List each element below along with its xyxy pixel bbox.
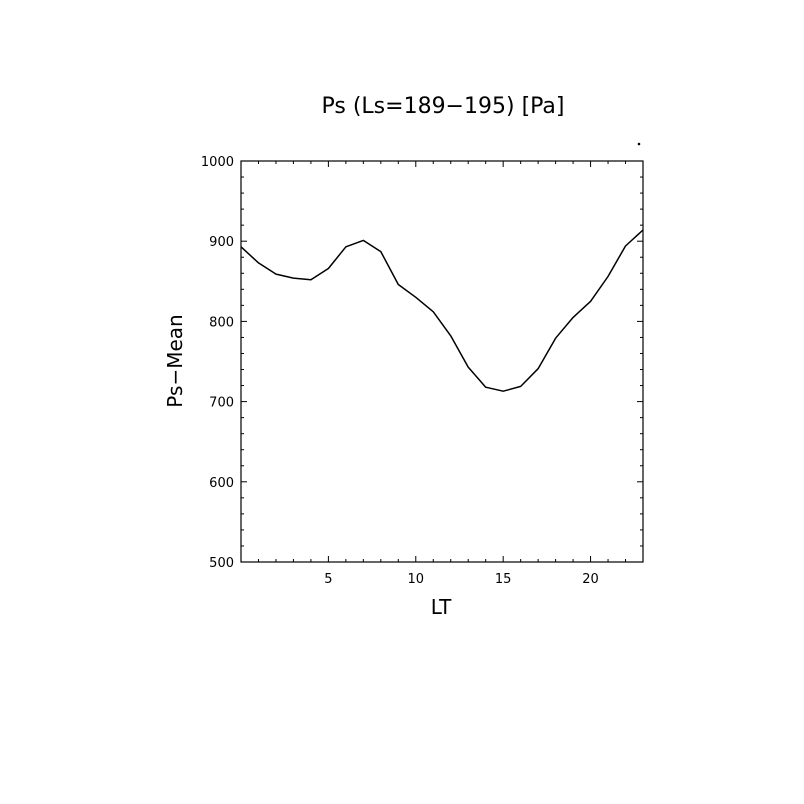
y-tick-label: 600 [209,476,234,491]
y-axis-label: Ps−Mean [163,314,187,407]
y-tick-label: 700 [209,396,234,411]
plot-area: 500 600 700 800 900 1000 5 10 15 20 [201,155,644,587]
x-tick-label: 20 [582,572,599,587]
x-axis-label: LT [431,595,452,619]
chart-title: Ps (Ls=189−195) [Pa] [322,94,565,119]
plot-frame [240,160,644,563]
y-tick-label: 800 [209,315,234,330]
x-tick-label: 5 [324,572,332,587]
y-tick-label: 900 [209,235,234,250]
y-tick-label: 1000 [201,155,234,170]
series-line [240,229,644,392]
y-tick-label: 500 [209,556,234,571]
x-tick-label: 10 [408,572,425,587]
x-tick-label: 15 [495,572,512,587]
corner-dot [637,142,641,146]
